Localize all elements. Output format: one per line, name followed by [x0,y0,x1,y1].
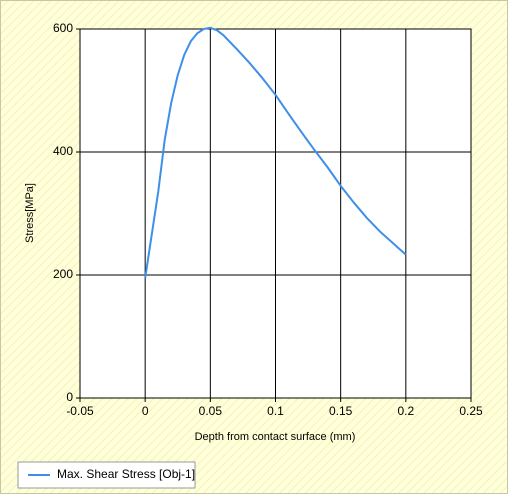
x-tick-label: 0 [142,404,149,418]
x-tick-label: 0.15 [329,404,353,418]
x-axis-label: Depth from contact surface (mm) [195,431,356,443]
x-tick-label: 0.1 [267,404,284,418]
x-tick-label: -0.05 [66,404,94,418]
legend-label: Max. Shear Stress [Obj-1] [57,467,195,481]
y-tick-label: 0 [66,390,73,404]
y-tick-label: 600 [53,21,73,35]
series-line [144,26,407,279]
y-axis-label: Stress[MPa] [24,183,36,243]
y-tick-label: 400 [53,144,73,158]
x-tick-label: 0.25 [459,404,483,418]
plot-border [79,28,472,399]
y-tick-label: 200 [53,267,73,281]
x-tick-label: 0.2 [397,404,414,418]
x-tick-label: 0.05 [199,404,223,418]
